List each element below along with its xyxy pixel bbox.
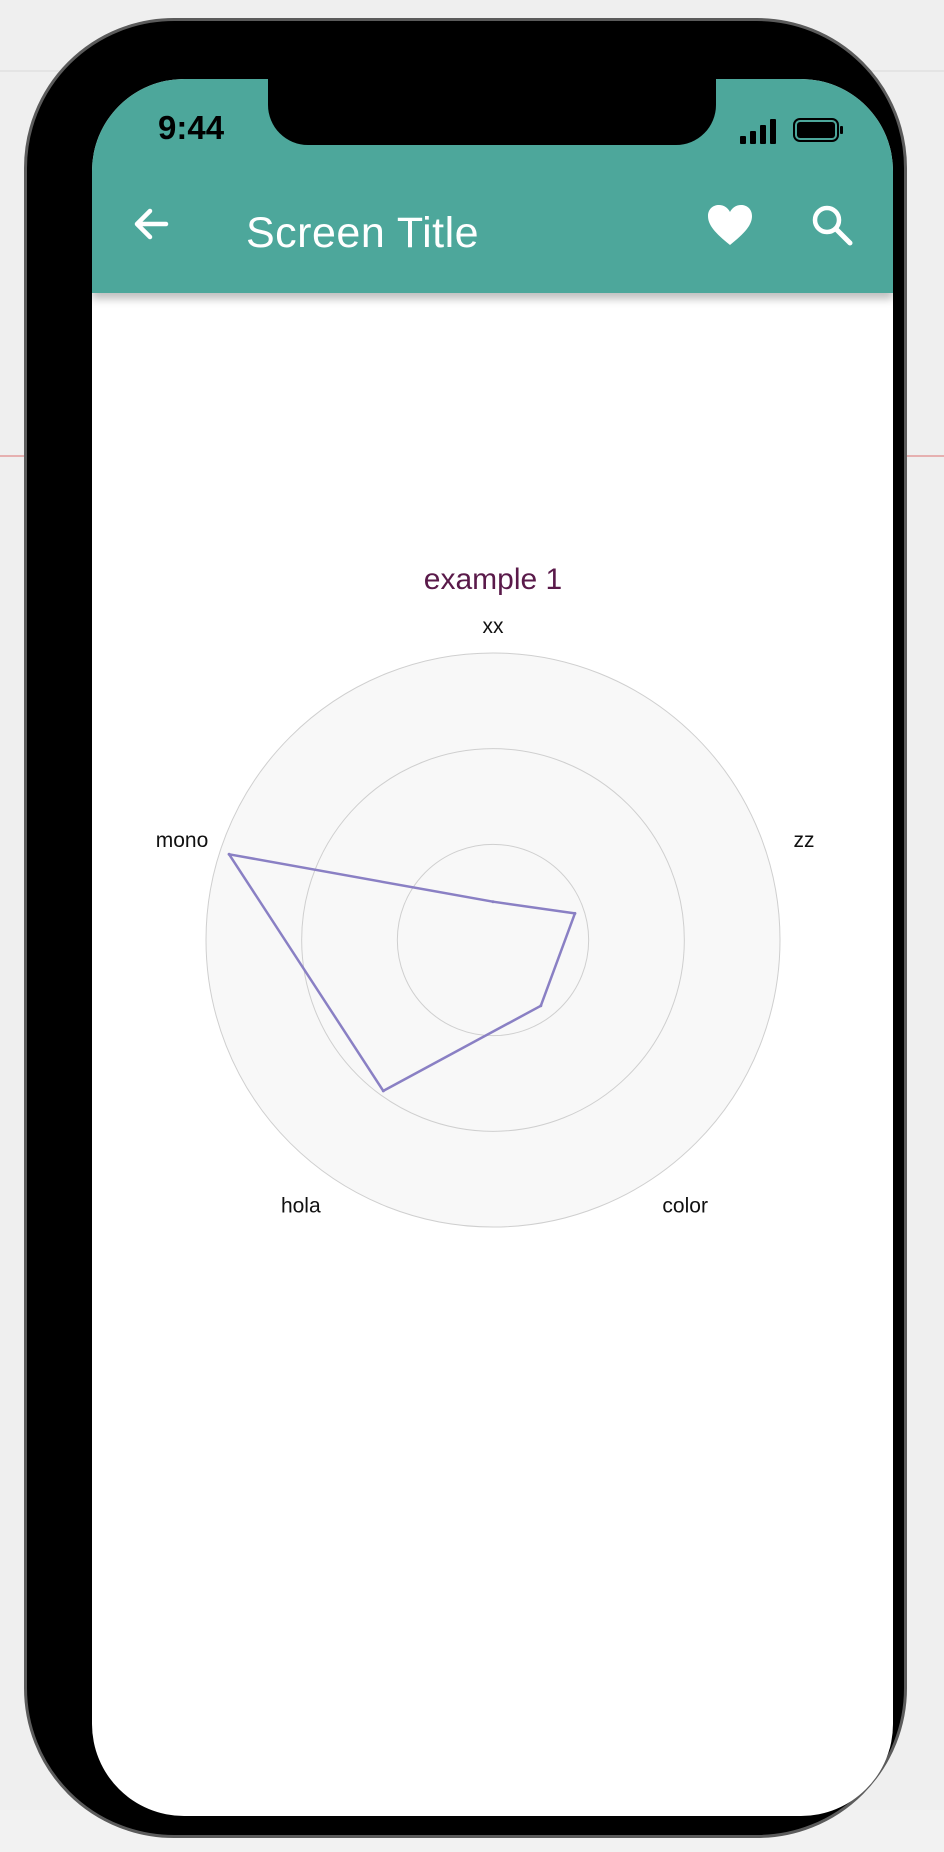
radar-point-xx	[491, 900, 495, 904]
radar-grid-ring	[396, 843, 590, 1037]
radar-series-0	[227, 853, 577, 1093]
radar-point-mono	[227, 852, 231, 856]
search-icon[interactable]	[810, 203, 854, 247]
battery-icon	[793, 118, 843, 142]
radar-chart: xx zz color hola mono example 1	[156, 563, 815, 1228]
radar-point-hola	[381, 1089, 385, 1093]
phone-frame: 9:44 Screen Title	[24, 18, 907, 1838]
axis-label-xx: xx	[483, 615, 505, 638]
radar-point-zz	[573, 911, 577, 915]
radar-point-color	[539, 1004, 543, 1008]
axis-label-mono: mono	[156, 829, 209, 852]
back-arrow-icon[interactable]	[130, 203, 172, 245]
radar-chart-container: xx zz color hola mono example 1	[92, 293, 893, 1293]
chart-title: example 1	[424, 563, 562, 596]
screen-title: Screen Title	[246, 209, 480, 257]
device-notch	[268, 79, 716, 145]
app-bar: 9:44 Screen Title	[92, 79, 893, 293]
axis-label-zz: zz	[794, 829, 815, 852]
signal-icon	[740, 119, 776, 144]
app-screen: 9:44 Screen Title	[92, 79, 893, 1816]
axis-label-hola: hola	[281, 1195, 321, 1218]
axis-label-color: color	[662, 1195, 708, 1218]
status-time: 9:44	[158, 109, 225, 146]
heart-icon[interactable]	[706, 203, 754, 247]
